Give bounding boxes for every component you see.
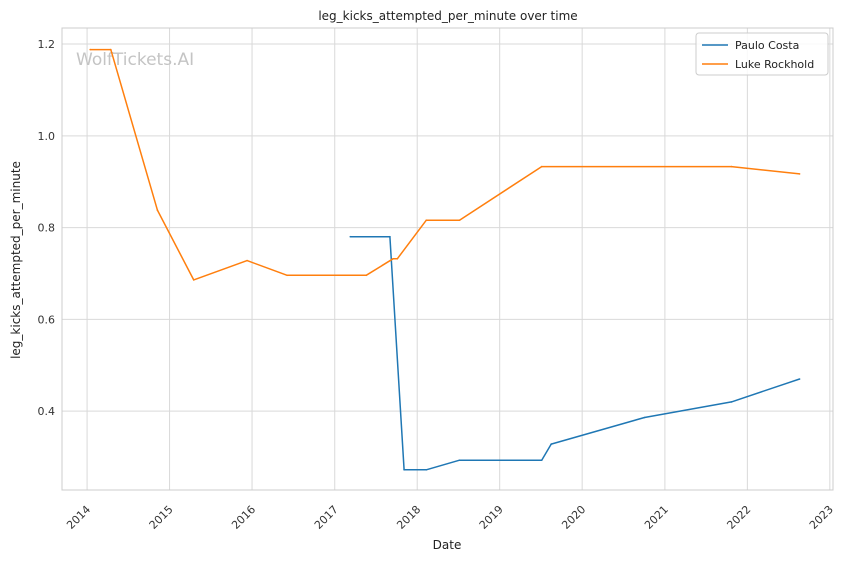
data-point-paulo-costa <box>458 459 461 462</box>
data-point-paulo-costa <box>550 443 552 445</box>
data-point-luke-rockhold <box>246 259 248 262</box>
grid-lines <box>62 28 833 490</box>
legend-label-paulo-costa: Paulo Costa <box>735 39 799 52</box>
data-point-luke-rockhold <box>365 274 368 277</box>
data-point-paulo-costa <box>425 469 428 471</box>
y-tick-label: 0.4 <box>38 405 56 418</box>
legend-box <box>695 32 829 76</box>
data-point-luke-rockhold <box>110 48 112 51</box>
data-point-luke-rockhold <box>540 165 543 168</box>
y-tick-label: 0.6 <box>38 313 56 326</box>
data-point-paulo-costa <box>798 378 801 380</box>
data-point-luke-rockhold <box>192 279 195 281</box>
y-tick-label: 0.8 <box>38 222 56 235</box>
y-tick-label: 1.0 <box>38 130 56 143</box>
data-point-luke-rockhold <box>89 48 91 51</box>
data-point-paulo-costa <box>349 235 352 238</box>
data-point-luke-rockhold <box>798 173 801 175</box>
data-point-luke-rockhold <box>425 219 428 221</box>
data-point-paulo-costa <box>730 401 733 403</box>
plot-area <box>61 27 834 491</box>
legend-label-luke-rockhold: Luke Rockhold <box>735 58 814 71</box>
data-point-paulo-costa <box>389 235 391 238</box>
data-point-luke-rockhold <box>392 258 394 260</box>
data-point-paulo-costa <box>403 469 405 471</box>
series-line-paulo-costa <box>350 235 800 471</box>
watermark-text: WolfTickets.AI <box>76 50 194 70</box>
x-axis-label: Date <box>433 538 462 552</box>
data-point-paulo-costa <box>643 416 646 419</box>
data-point-luke-rockhold <box>396 258 399 260</box>
series-lines <box>89 48 801 471</box>
series-luke-rockhold <box>89 48 801 281</box>
data-point-paulo-costa <box>540 459 543 462</box>
data-point-luke-rockhold <box>156 209 159 211</box>
legend: Paulo Costa Luke Rockhold <box>695 32 829 76</box>
y-tick-label: 1.2 <box>38 38 56 51</box>
series-paulo-costa <box>349 235 801 471</box>
data-point-luke-rockhold <box>458 219 461 221</box>
chart-title: leg_kicks_attempted_per_minute over time <box>318 9 577 23</box>
data-point-luke-rockhold <box>730 165 733 168</box>
y-axis-label: leg_kicks_attempted_per_minute <box>9 161 23 359</box>
data-point-luke-rockhold <box>286 274 288 277</box>
series-line-luke-rockhold <box>90 48 800 281</box>
